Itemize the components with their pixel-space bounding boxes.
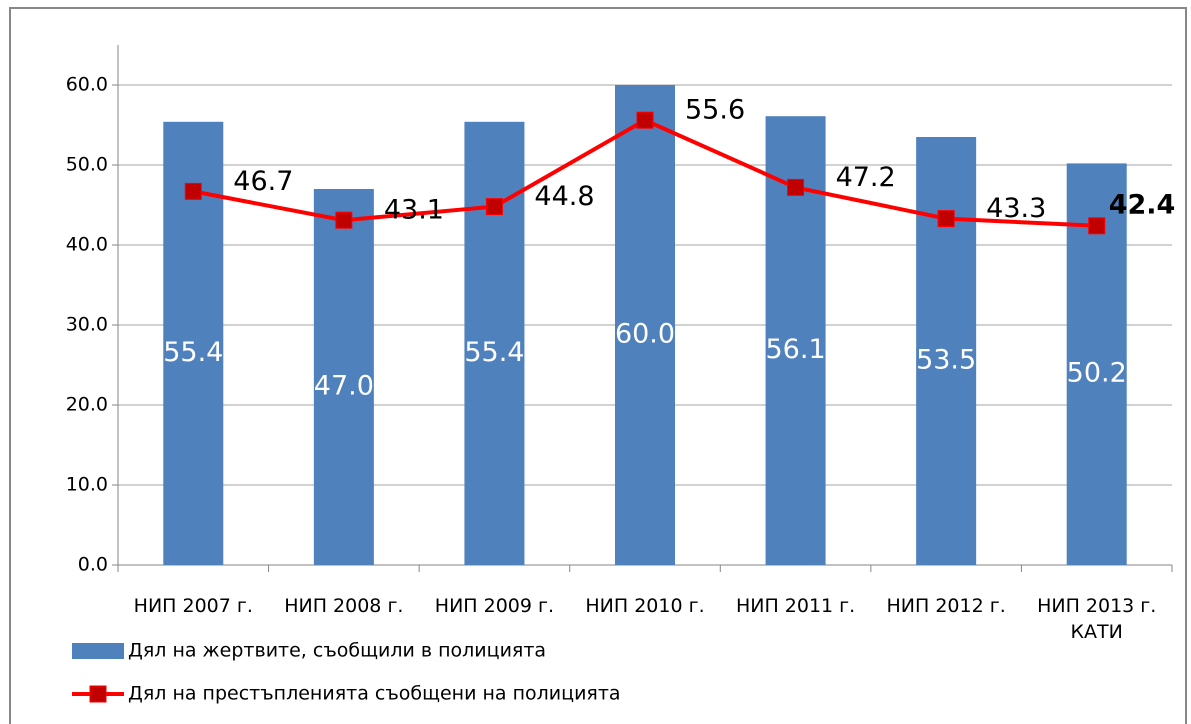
- y-tick-label: 40.0: [66, 234, 108, 256]
- legend-swatch-marker: [89, 685, 107, 703]
- line-marker: [787, 178, 805, 196]
- legend-label: Дял на престъпленията съобщени на полици…: [128, 683, 621, 705]
- line-value-label: 43.3: [986, 193, 1046, 224]
- y-tick-label: 50.0: [66, 154, 108, 176]
- bar: [916, 137, 977, 565]
- line-value-label: 47.2: [836, 162, 896, 193]
- legend-swatch: [72, 643, 124, 659]
- x-tick-label: НИП 2012 г.: [886, 595, 1006, 617]
- legend-label: Дял на жертвите, съобщили в полицията: [128, 640, 546, 662]
- y-tick-label: 20.0: [66, 394, 108, 416]
- line-marker: [636, 111, 654, 129]
- x-tick-label: НИП 2008 г.: [284, 595, 404, 617]
- line-marker: [335, 211, 353, 229]
- line-marker: [184, 182, 202, 200]
- y-tick-label: 30.0: [66, 314, 108, 336]
- line-value-label: 43.1: [384, 195, 444, 226]
- x-tick-label: НИП 2007 г.: [133, 595, 253, 617]
- line-value-label: 42.4: [1109, 189, 1176, 220]
- bar-value-label: 55.4: [464, 337, 524, 368]
- bar-value-label: 53.5: [916, 345, 976, 376]
- bar-value-label: 60.0: [615, 319, 675, 350]
- line-marker: [1088, 217, 1106, 235]
- y-tick-label: 0.0: [78, 554, 108, 576]
- y-tick-label: 10.0: [66, 474, 108, 496]
- y-tick-label: 60.0: [66, 74, 108, 96]
- bar-value-label: 47.0: [314, 371, 374, 402]
- bar-value-label: 50.2: [1067, 358, 1127, 389]
- bar-value-label: 55.4: [163, 337, 223, 368]
- bar: [615, 85, 675, 565]
- line-value-label: 55.6: [685, 95, 745, 126]
- x-tick-label: НИП 2010 г.: [585, 595, 705, 617]
- x-tick-label: НИП 2009 г.: [434, 595, 555, 617]
- line-value-label: 44.8: [534, 181, 594, 212]
- x-tick-label: НИП 2013 г. КАТИ: [1037, 595, 1157, 643]
- bar-value-label: 56.1: [766, 334, 826, 365]
- line-marker: [485, 198, 503, 216]
- x-tick-label: НИП 2011 г.: [735, 595, 856, 617]
- line-value-label: 46.7: [233, 166, 293, 197]
- bar: [313, 189, 374, 565]
- line-marker: [937, 210, 955, 228]
